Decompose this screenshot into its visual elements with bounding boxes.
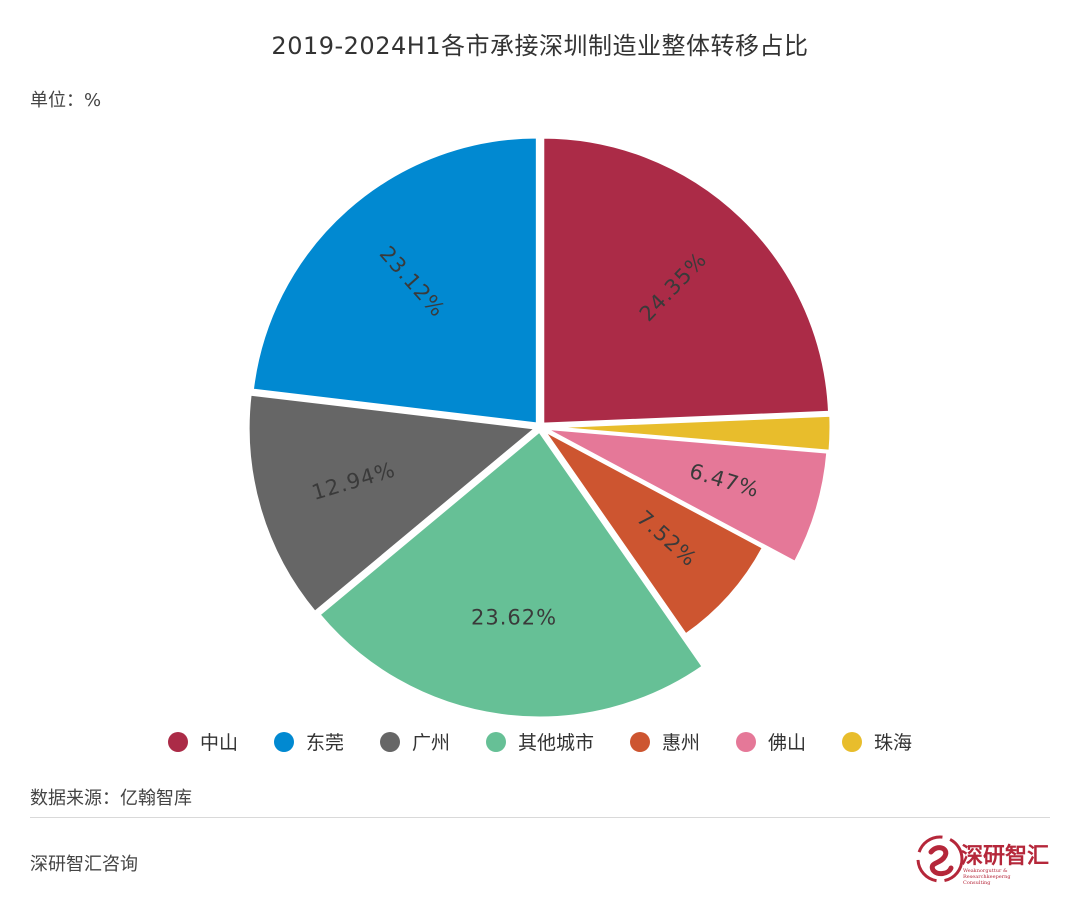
logo-icon (916, 835, 964, 883)
legend-item-其他城市: 其他城市 (485, 728, 594, 755)
brand-logo: 深研智汇 Weaknorguttur & Researchkeeperng Co… (915, 832, 1055, 892)
legend-dot-icon (485, 731, 506, 752)
legend-label: 广州 (411, 732, 450, 754)
legend-dot-icon (842, 731, 863, 752)
footer-brand: 深研智汇咨询 (30, 854, 138, 875)
legend-dot-icon (630, 731, 650, 752)
data-source: 数据来源：亿翰智库 (30, 788, 192, 809)
legend-label: 中山 (199, 732, 238, 754)
pie-slice-广州 (246, 392, 538, 614)
pie-slice-其他城市 (317, 429, 705, 720)
legend-label: 珠海 (874, 732, 913, 754)
pie-slice-中山 (541, 135, 832, 426)
logo-text: 深研智汇 (961, 843, 1050, 869)
pie-slice-佛山 (542, 426, 830, 564)
legend-dot-icon (273, 731, 294, 752)
legend-dot-icon (167, 731, 188, 752)
pie-slice-珠海 (542, 413, 833, 453)
legend-label: 佛山 (768, 732, 807, 754)
chart-legend: 中山 东莞 广州 其他城市 惠州 佛山 珠海 (0, 728, 1080, 755)
footer-divider (30, 817, 1050, 818)
legend-dot-icon (379, 731, 400, 752)
legend-label: 其他城市 (517, 732, 594, 754)
unit-label: 单位：% (30, 90, 102, 111)
legend-item-珠海: 珠海 (842, 728, 912, 755)
pie-slice-东莞 (250, 135, 539, 426)
legend-label: 惠州 (662, 732, 701, 754)
pie-slice-惠州 (541, 428, 765, 637)
legend-item-中山: 中山 (167, 728, 238, 755)
legend-dot-icon (736, 731, 757, 752)
legend-item-惠州: 惠州 (630, 728, 700, 755)
legend-item-佛山: 佛山 (736, 728, 806, 755)
legend-label: 东莞 (305, 732, 344, 754)
legend-item-广州: 广州 (379, 728, 450, 755)
slice-label-其他城市: 23.62% (471, 606, 557, 630)
logo-subtitle: Weaknorguttur & Researchkeeperng Consult… (963, 868, 1011, 886)
legend-item-东莞: 东莞 (273, 728, 344, 755)
chart-title: 2019-2024H1各市承接深圳制造业整体转移占比 (271, 32, 809, 60)
